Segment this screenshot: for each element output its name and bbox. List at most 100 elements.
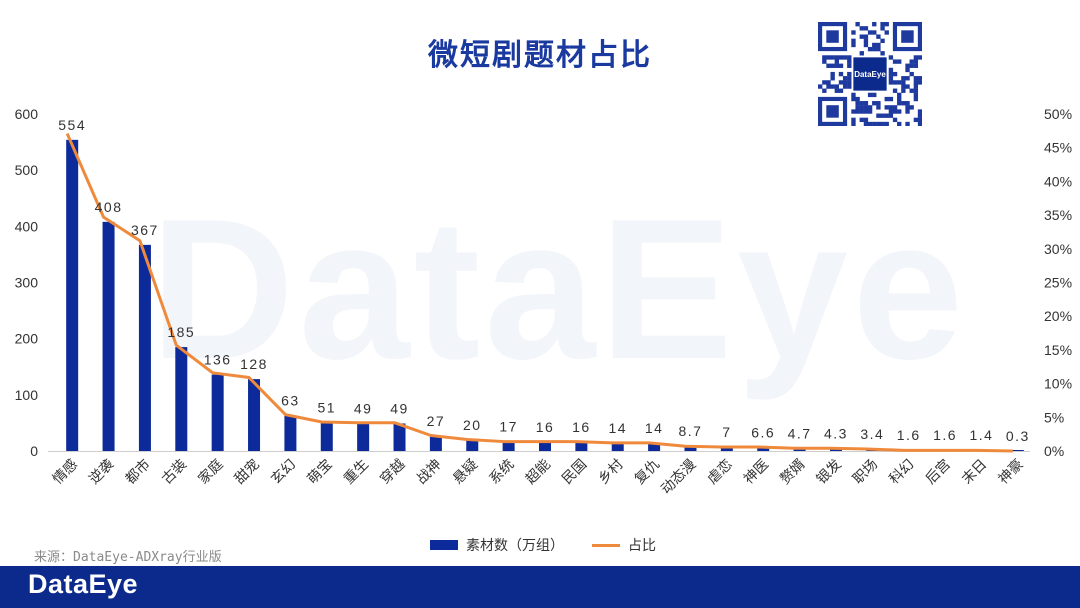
- right-tick-label: 0%: [1044, 443, 1064, 459]
- legend: 素材数（万组） 占比: [430, 535, 684, 555]
- left-tick-label: 0: [30, 443, 38, 459]
- x-tick-label: 银发: [814, 457, 845, 488]
- x-axis-labels: 情感 逆袭 都市 古装 家庭 甜宠 玄幻 萌宝 重生 穿越 战神 悬疑 系统 超能 民国 乡村 复仇动态漫 虐恋神…: [49, 456, 1026, 498]
- bar-动态漫: [684, 446, 697, 451]
- left-tick-label: 400: [15, 218, 39, 234]
- right-tick-label: 15%: [1044, 342, 1072, 358]
- bar-民国: [575, 442, 588, 451]
- bar-超能: [539, 442, 551, 451]
- legend-label-bar: 素材数（万组）: [466, 538, 564, 554]
- bar-乡村: [611, 443, 624, 451]
- x-tick-label: 科幻: [886, 457, 917, 488]
- left-tick-label: 200: [15, 331, 39, 347]
- x-tick-label: 神医: [741, 457, 772, 488]
- qr-center-logo: DataEye: [854, 70, 886, 79]
- x-tick-label: 民国: [559, 457, 590, 488]
- x-tick-label: 虐恋: [704, 456, 736, 488]
- x-tick-label: 悬疑: [450, 457, 481, 488]
- left-tick-label: 100: [15, 387, 39, 403]
- x-tick-label: 神豪: [996, 457, 1027, 488]
- x-tick-label: 战神: [414, 457, 445, 488]
- data-label: 4.7: [788, 425, 812, 441]
- bar-虐恋: [720, 447, 733, 451]
- right-tick-label: 45%: [1044, 140, 1072, 156]
- data-label: 20: [463, 417, 482, 433]
- left-tick-label: 500: [15, 162, 39, 178]
- bars-group: [66, 139, 1024, 451]
- bar-悬疑: [466, 439, 479, 451]
- footer-bar: DataEye: [0, 566, 1080, 608]
- bar-情感: [66, 139, 79, 451]
- x-tick-label: 动态漫: [658, 457, 699, 498]
- bar-重生: [357, 423, 370, 451]
- x-tick-label: 穿越: [377, 457, 408, 488]
- data-label: 128: [240, 356, 268, 372]
- legend-swatch-bar: [430, 540, 458, 550]
- data-label: 3.4: [860, 426, 884, 442]
- right-tick-label: 50%: [1044, 106, 1072, 122]
- data-label: 1.4: [969, 427, 993, 443]
- x-tick-label: 末日: [959, 457, 990, 488]
- bar-都市: [138, 244, 151, 451]
- watermark: DataEye: [150, 178, 968, 401]
- x-tick-label: 乡村: [595, 457, 626, 488]
- bar-复仇: [648, 443, 661, 451]
- x-tick-label: 萌宝: [304, 457, 335, 488]
- data-label: 4.3: [824, 426, 848, 442]
- left-tick-label: 300: [15, 275, 39, 291]
- data-label: 49: [390, 400, 409, 416]
- legend-label-line: 占比: [628, 538, 656, 554]
- footer-logo: DataEye: [28, 569, 139, 599]
- bar-神豪: [1011, 450, 1024, 451]
- line-group: [65, 132, 1013, 453]
- right-tick-label: 25%: [1044, 275, 1072, 291]
- data-label: 367: [131, 222, 159, 238]
- bar-line-chart: 0 100 200 300 400 500 600 0% 5% 10% 15% 20% 25% 30% 3…: [15, 106, 1072, 498]
- x-tick-label: 复仇: [631, 456, 663, 488]
- x-tick-label: 赘婿: [777, 456, 809, 488]
- right-tick-label: 40%: [1044, 173, 1072, 189]
- data-label: 27: [427, 413, 446, 429]
- data-label: 49: [354, 400, 373, 416]
- x-tick-label: 后宫: [923, 457, 954, 488]
- left-axis: 0 100 200 300 400 500 600: [15, 106, 1030, 459]
- x-tick-label: 甜宠: [232, 457, 263, 488]
- data-label: 554: [58, 117, 86, 133]
- right-tick-label: 5%: [1044, 409, 1064, 425]
- x-tick-label: 都市: [122, 456, 154, 488]
- bar-系统: [502, 441, 515, 451]
- bar-战神: [429, 435, 442, 451]
- x-tick-label: 古装: [159, 457, 190, 488]
- data-label: 8.7: [678, 423, 702, 439]
- x-tick-label: 逆袭: [86, 457, 117, 488]
- data-label: 14: [608, 420, 627, 436]
- bar-穿越: [393, 423, 406, 451]
- bar-玄幻: [284, 415, 297, 451]
- data-label: 136: [204, 352, 232, 368]
- qr-code-image: DataEye: [818, 22, 922, 126]
- bar-萌宝: [320, 422, 333, 451]
- x-tick-label: 超能: [523, 457, 554, 488]
- share-line: [65, 132, 1013, 453]
- bar-逆袭: [102, 221, 115, 451]
- source-note: 来源：DataEye-ADXray行业版: [34, 550, 222, 565]
- data-label: 51: [317, 399, 336, 415]
- bar-古装: [175, 347, 188, 451]
- right-tick-label: 10%: [1044, 376, 1072, 392]
- bar-家庭: [211, 374, 224, 451]
- left-tick-label: 600: [15, 106, 39, 122]
- data-labels: 554 408 367 185 136 128 63 51 49 49 27 20 17 16 16 14 14…: [58, 117, 1030, 444]
- data-label: 1.6: [933, 427, 957, 443]
- data-label: 185: [167, 324, 195, 340]
- x-tick-label: 玄幻: [267, 456, 299, 488]
- data-label: 0.3: [1006, 428, 1030, 444]
- data-label: 6.6: [751, 424, 775, 440]
- x-tick-label: 系统: [486, 457, 517, 488]
- data-label: 16: [536, 419, 555, 435]
- legend-swatch-line: [592, 543, 620, 547]
- x-tick-label: 家庭: [195, 456, 227, 488]
- bar-甜宠: [248, 379, 261, 451]
- bar-神医: [757, 447, 770, 451]
- right-axis: 0% 5% 10% 15% 20% 25% 30% 35% 40% 45% 50%: [1044, 106, 1072, 459]
- data-label: 16: [572, 419, 591, 435]
